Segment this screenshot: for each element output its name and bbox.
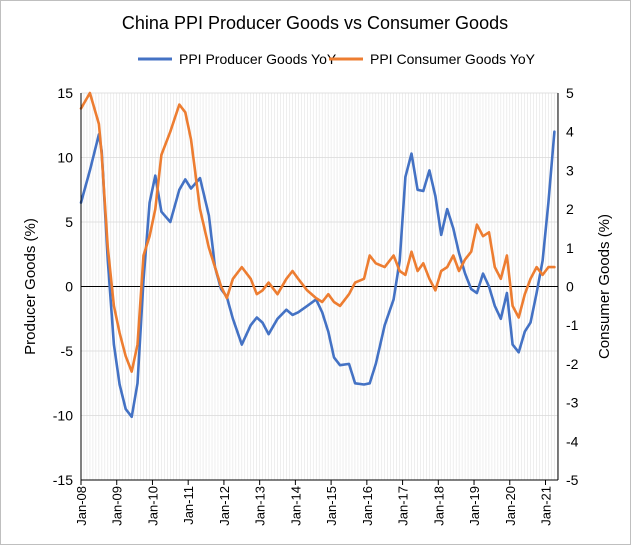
right-tick-label: 5 (566, 85, 574, 101)
left-tick-label: 15 (57, 85, 73, 101)
x-tick-label: Jan-11 (181, 486, 196, 525)
series-lines (79, 91, 556, 419)
left-tick-label: -5 (61, 343, 74, 359)
left-tick-label: -15 (53, 472, 73, 488)
right-axis: -5 -4 -3 -2 -1 0 1 2 3 4 5 (557, 85, 579, 488)
y-axis-label: Producer Goods (%) (22, 218, 39, 355)
x-tick-label: Jan-10 (145, 486, 160, 526)
right-tick-label: -1 (566, 317, 579, 333)
x-tick-label: Jan-18 (431, 486, 446, 526)
right-tick-label: -4 (566, 433, 579, 449)
x-tick-label: Jan-15 (324, 486, 339, 526)
x-tick-label: Jan-16 (360, 486, 375, 526)
chart-title: China PPI Producer Goods vs Consumer Goo… (122, 13, 508, 33)
legend-label: PPI Producer Goods YoY (179, 51, 337, 67)
legend: PPI Producer Goods YoY PPI Consumer Goods… (138, 51, 536, 67)
right-tick-label: 3 (566, 162, 574, 178)
y2-axis-label: Consumer Goods (%) (596, 214, 613, 359)
left-tick-label: -10 (53, 408, 73, 424)
consumer-goods-line (79, 91, 556, 373)
x-tick-label: Jan-09 (110, 486, 125, 526)
left-tick-label: 10 (57, 150, 73, 166)
right-tick-label: 2 (566, 201, 574, 217)
right-tick-label: -5 (566, 472, 579, 488)
x-tick-label: Jan-13 (253, 486, 268, 526)
x-axis: Jan-08 Jan-09 Jan-10 Jan-11 Jan-12 Jan-13 Jan-… (74, 479, 558, 526)
legend-label: PPI Consumer Goods YoY (370, 51, 536, 67)
right-tick-label: -3 (566, 395, 579, 411)
x-tick-label: Jan-17 (396, 486, 411, 526)
x-tick-label: Jan-20 (503, 486, 518, 526)
x-tick-label: Jan-14 (288, 486, 303, 526)
right-tick-label: 1 (566, 240, 574, 256)
right-tick-label: 0 (566, 279, 574, 295)
right-tick-label: -2 (566, 356, 579, 372)
left-axis: -15 -10 -5 0 5 10 15 (53, 85, 82, 488)
x-tick-label: Jan-19 (467, 486, 482, 526)
x-tick-label: Jan-08 (74, 486, 89, 526)
right-tick-label: 4 (566, 124, 574, 140)
producer-goods-line (79, 130, 556, 419)
left-tick-label: 5 (65, 214, 73, 230)
left-tick-label: 0 (65, 279, 73, 295)
x-tick-label: Jan-21 (538, 486, 553, 526)
x-tick-label: Jan-12 (217, 486, 232, 526)
